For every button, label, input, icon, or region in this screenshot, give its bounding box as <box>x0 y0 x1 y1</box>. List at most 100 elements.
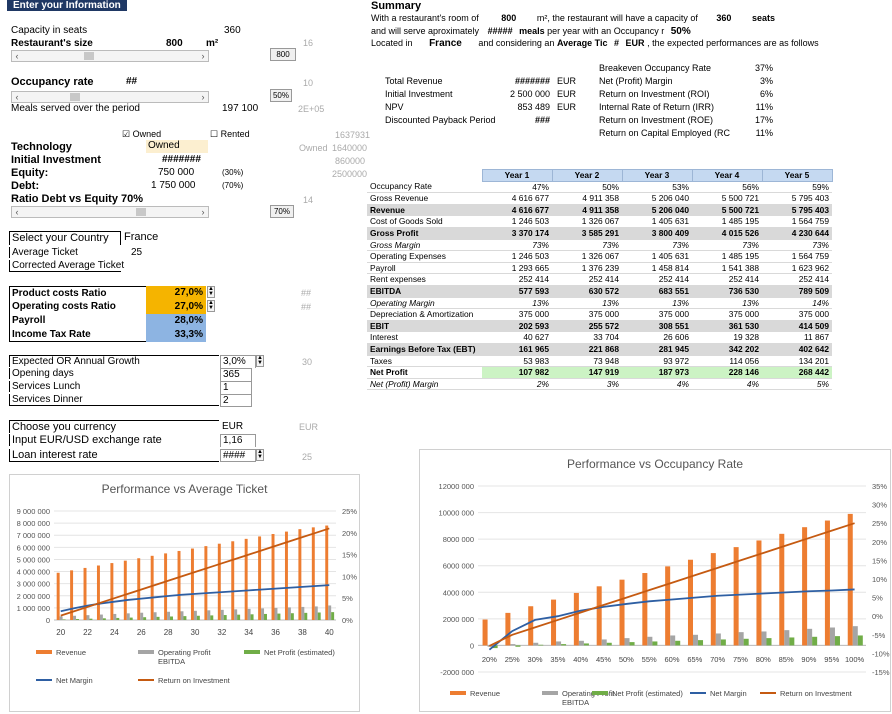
owned-checkbox[interactable]: ☑ Owned <box>122 129 162 139</box>
bar-revenue <box>231 541 235 620</box>
occupancy-label: Occupancy rate <box>11 76 94 88</box>
row-label: EBIT <box>367 320 482 333</box>
table-row: Taxes 53 983 73 948 93 972 114 056 134 201 <box>367 355 832 368</box>
payroll-value[interactable]: 28,0% <box>146 314 206 328</box>
country-value[interactable]: France <box>120 231 158 245</box>
debt-value: 1 750 000 <box>151 180 196 191</box>
x-tick-label: 34 <box>244 628 253 637</box>
scroll-right-icon[interactable]: › <box>201 207 205 217</box>
s3v1: France <box>429 38 462 49</box>
ratio-scrollbar[interactable]: ‹ › <box>11 206 209 218</box>
meals-grey: 2E+05 <box>298 104 325 114</box>
row-value: 577 593 <box>482 285 552 298</box>
kpi-right-value: 11% <box>755 102 773 112</box>
scroll-left-icon[interactable]: ‹ <box>15 51 19 61</box>
avg-ticket-value[interactable]: 25 <box>131 247 143 258</box>
bar-operating-profit-ebitda <box>578 640 584 646</box>
row-value: 1 405 631 <box>622 215 692 228</box>
occupancy-scrollbar[interactable]: ‹ › <box>11 91 209 103</box>
product-spinner[interactable]: ▲ ▼ <box>207 286 215 298</box>
scroll-right-icon[interactable]: › <box>201 92 205 102</box>
bar-revenue <box>596 586 602 646</box>
y2-tick-label: 10% <box>342 572 357 581</box>
bar-net-profit-estimated- <box>857 635 863 646</box>
x-tick-label: 36 <box>271 628 280 637</box>
growth-label: Expected OR Annual Growth <box>9 355 219 367</box>
scroll-left-icon[interactable]: ‹ <box>15 92 19 102</box>
bar-operating-profit-ebitda <box>647 636 653 646</box>
x-tick-label: 100% <box>845 655 865 664</box>
row-value: 59% <box>762 181 832 194</box>
x-tick-label: 45% <box>596 655 611 664</box>
row-value: 308 551 <box>622 320 692 333</box>
x-tick-label: 30 <box>191 628 200 637</box>
y-tick-label: 4 000 000 <box>17 568 50 577</box>
loan-value[interactable]: #### <box>220 449 256 462</box>
row-value: 19 328 <box>692 331 762 344</box>
chart-occupancy: Performance vs Occupancy Rate 12000 000 10… <box>419 449 891 712</box>
lunch-value[interactable]: 1 <box>220 381 252 394</box>
table-row: Net Profit 107 982 147 919 187 973 228 146 26… <box>367 366 832 379</box>
row-label: Revenue <box>367 204 482 217</box>
legend-label: Return on Investment <box>158 676 231 685</box>
row-value: 3 585 291 <box>552 227 622 240</box>
row-label: Net (Profit) Margin <box>367 378 482 391</box>
row-value: 252 414 <box>482 273 552 286</box>
size-scrollbar[interactable]: ‹ › <box>11 50 209 62</box>
row-label: Rent expenses <box>367 273 482 286</box>
row-value: 3 370 174 <box>482 227 552 240</box>
dinner-value[interactable]: 2 <box>220 394 252 407</box>
row-label: Gross Revenue <box>367 192 482 205</box>
bar-net-profit-estimated- <box>515 645 521 647</box>
scroll-left-icon[interactable]: ‹ <box>15 207 19 217</box>
size-button[interactable]: 800 <box>270 48 296 61</box>
year-header: Year 5 <box>761 169 833 182</box>
row-value: 26 606 <box>622 331 692 344</box>
equity-label: Equity: <box>11 167 49 179</box>
row-value: 1 376 239 <box>552 262 622 275</box>
growth-spinner[interactable]: ▲ ▼ <box>256 355 264 367</box>
table-row: Payroll 1 293 665 1 376 239 1 458 814 1 541 … <box>367 262 832 275</box>
row-value: 1 405 631 <box>622 250 692 263</box>
row-label: Earnings Before Tax (EBT) <box>367 343 482 356</box>
table-row: Net (Profit) Margin 2% 3% 4% 4% 5% <box>367 378 832 391</box>
row-value: 5 500 721 <box>692 204 762 217</box>
fx-value[interactable]: 1,16 <box>220 434 256 447</box>
occupancy-button[interactable]: 50% <box>270 89 292 102</box>
bar-operating-profit-ebitda <box>784 630 790 646</box>
tax-value[interactable]: 33,3% <box>146 328 206 342</box>
row-value: 5 206 040 <box>622 204 692 217</box>
s2c: per year with an Occupancy r <box>547 26 665 36</box>
bar-revenue <box>619 579 625 646</box>
occupancy-scroll-thumb[interactable] <box>70 93 80 101</box>
bar-net-profit-estimated- <box>102 618 106 620</box>
product-value[interactable]: 27,0% <box>146 286 206 300</box>
kpi-left-unit: EUR <box>557 102 577 112</box>
x-tick-label: 38 <box>298 628 307 637</box>
y-tick-label: -2000 000 <box>440 668 474 677</box>
growth-value[interactable]: 3,0% <box>220 355 256 368</box>
bar-net-profit-estimated- <box>129 617 133 620</box>
row-value: 53 983 <box>482 355 552 368</box>
row-value: 252 414 <box>692 273 762 286</box>
bar-revenue <box>298 529 302 620</box>
currency-value[interactable]: EUR <box>222 421 244 432</box>
bar-revenue <box>284 531 288 620</box>
row-value: 4 911 358 <box>552 204 622 217</box>
tech-value[interactable]: Owned <box>146 140 208 153</box>
ratio-scroll-thumb[interactable] <box>136 208 146 216</box>
bar-net-profit-estimated- <box>210 615 214 620</box>
bar-net-profit-estimated- <box>250 614 254 620</box>
opcost-spinner[interactable]: ▲ ▼ <box>207 300 215 312</box>
y-tick-label: 5 000 000 <box>17 555 50 564</box>
chart-avg-ticket: Performance vs Average Ticket 9 000 000 8 … <box>9 474 360 712</box>
scroll-right-icon[interactable]: › <box>201 51 205 61</box>
size-scroll-thumb[interactable] <box>84 52 94 60</box>
ratio-button[interactable]: 70% <box>270 205 294 218</box>
rented-checkbox[interactable]: ☐ Rented <box>210 129 250 139</box>
days-value[interactable]: 365 <box>220 368 252 381</box>
bar-net-profit-estimated- <box>583 643 589 646</box>
row-value: 107 982 <box>482 366 552 379</box>
opcost-value[interactable]: 27,0% <box>146 300 206 314</box>
loan-spinner[interactable]: ▲ ▼ <box>256 449 264 461</box>
